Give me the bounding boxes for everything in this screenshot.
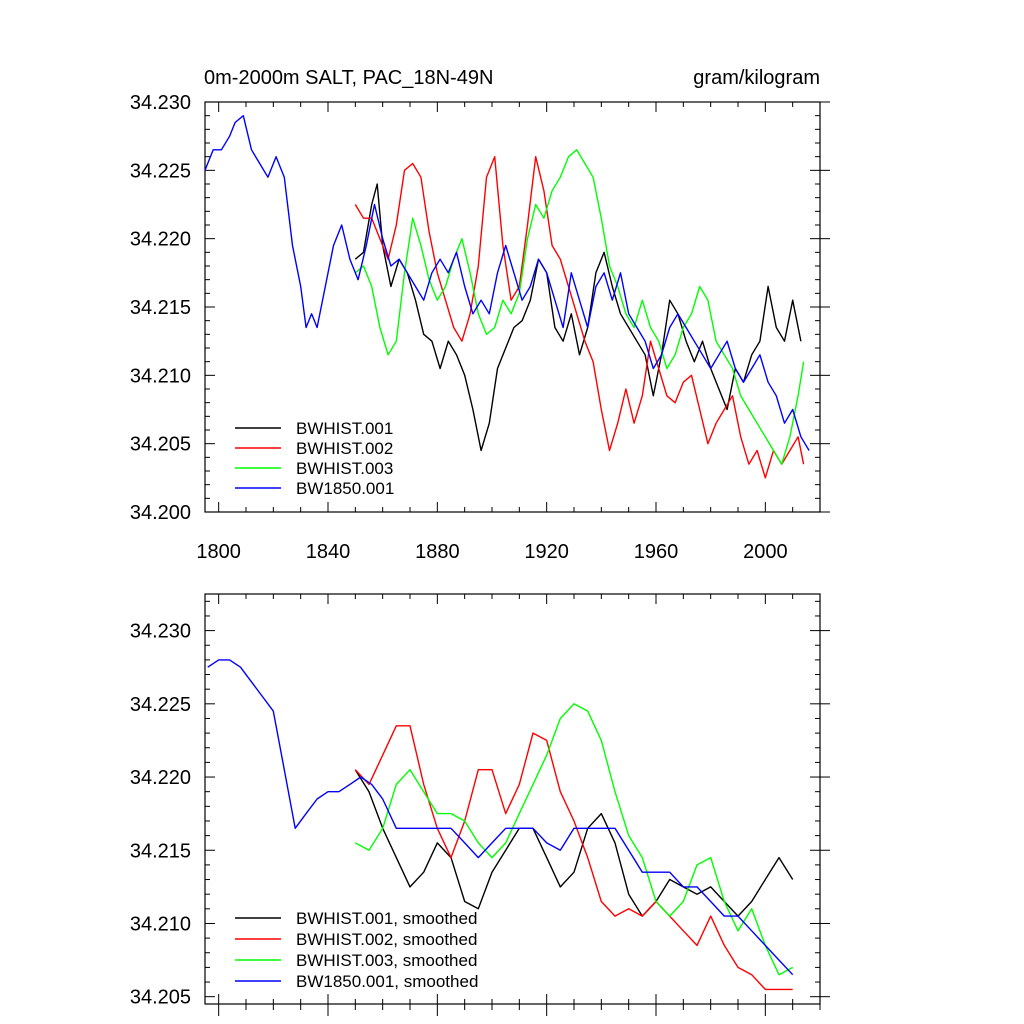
x-tick-label: 1880 [415, 541, 460, 563]
series-line-4 [204, 114, 810, 451]
legend-label: BW1850.001 [296, 479, 394, 498]
series-line-1 [354, 769, 794, 917]
y-tick-label: 34.225 [130, 160, 191, 182]
y-tick-label: 34.215 [130, 297, 191, 319]
legend-label: BWHIST.002, smoothed [296, 930, 477, 949]
y-tick-label: 34.220 [130, 767, 191, 789]
legend-label: BWHIST.001 [296, 419, 393, 438]
y-tick-label: 34.205 [130, 987, 191, 1009]
x-tick-label: 1920 [524, 541, 569, 563]
y-tick-label: 34.230 [130, 621, 191, 643]
x-tick-label: 1800 [196, 541, 241, 563]
y-tick-label: 34.225 [130, 694, 191, 716]
series-line-3 [354, 703, 794, 976]
chart-title-left: 0m-2000m SALT, PAC_18N-49N [204, 67, 493, 89]
x-tick-label: 1840 [306, 541, 351, 563]
y-tick-label: 34.230 [130, 92, 191, 114]
top-plot-panel: 1800 1840 1880 1920 1960 2000 34.200 34.205 34.2… [130, 92, 830, 563]
y-tick-label: 34.220 [130, 229, 191, 251]
plot-frame [204, 593, 821, 1005]
y-tick-label: 34.215 [130, 840, 191, 862]
y-tick-label: 34.210 [130, 913, 191, 935]
y-tick-label: 34.210 [130, 365, 191, 387]
legend-label: BW1850.001, smoothed [296, 972, 478, 991]
x-tick-label: 2000 [743, 541, 788, 563]
legend-label: BWHIST.001, smoothed [296, 909, 477, 928]
legend-label: BWHIST.003 [296, 459, 393, 478]
legend-label: BWHIST.002 [296, 439, 393, 458]
series-line-4 [207, 659, 794, 976]
y-tick-label: 34.200 [130, 502, 191, 524]
x-tick-label: 1960 [634, 541, 679, 563]
series-line-3 [354, 149, 805, 465]
series-line-2 [354, 155, 805, 479]
bottom-plot-panel: 34.205 34.210 34.215 34.220 34.225 34.230 BWHI… [130, 593, 830, 1016]
y-tick-label: 34.205 [130, 434, 191, 456]
chart-title-right: gram/kilogram [693, 67, 820, 89]
legend-label: BWHIST.003, smoothed [296, 951, 477, 970]
